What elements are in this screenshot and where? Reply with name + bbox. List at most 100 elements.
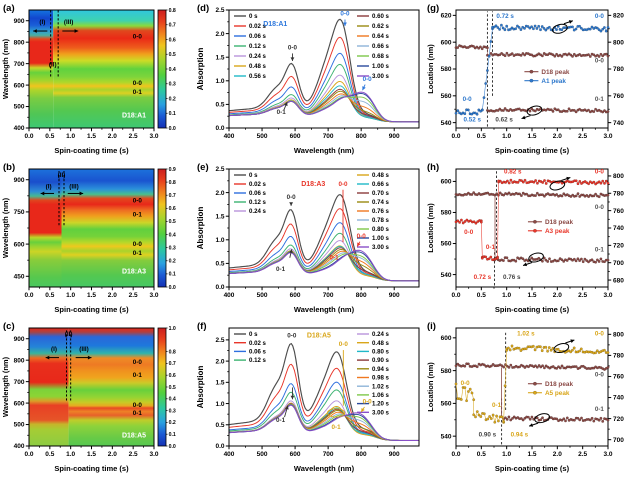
- arrow-head: [521, 115, 526, 120]
- legend-label: 1.06 s: [372, 392, 390, 399]
- series-D18-0-1: [485, 107, 610, 114]
- legend-label: 0.12 s: [249, 199, 267, 206]
- annotation-label: 0-1: [595, 246, 605, 253]
- annotation-label: 0-0: [464, 229, 474, 236]
- legend-label: 0.06 s: [249, 33, 267, 40]
- arrow-head: [357, 242, 361, 247]
- legend-label: A1 peak: [541, 78, 566, 85]
- x-tick-label: 700: [323, 133, 334, 140]
- arrow-head: [289, 202, 294, 206]
- legend-label: 0.48 s: [372, 172, 390, 179]
- curves: [229, 193, 419, 282]
- y-tick-label: 540: [441, 120, 452, 127]
- y-axis-label: Absorption: [196, 48, 205, 91]
- peak-label: 0-1: [133, 250, 143, 257]
- arrow-head: [570, 339, 575, 343]
- y-tick-label: 1.5: [215, 54, 224, 61]
- y-tick-label: 1.5: [215, 380, 224, 387]
- annotation: D18:A3: [301, 181, 325, 188]
- x-axis-label: Spin-coating time (s): [54, 146, 129, 155]
- stage-label: (II): [49, 62, 57, 69]
- y-tick-label: 0.5: [215, 261, 224, 268]
- y-tick-label: 740: [613, 395, 624, 402]
- y-axis: 450 600 750 900: [14, 177, 29, 280]
- peak-label: 0-0: [133, 359, 143, 366]
- y-axis-label: Location (nm): [426, 203, 435, 253]
- x-tick-label: 1.5: [87, 133, 96, 140]
- panel-letter: (a): [3, 3, 15, 14]
- annotation-label: 0.62 s: [495, 116, 513, 123]
- y-tick-label: 0.5: [215, 422, 224, 429]
- sample-label: D18:A3: [301, 181, 325, 188]
- legend-label: 1.02 s: [372, 383, 390, 390]
- y-tick-label: 620: [441, 13, 452, 20]
- curves: [229, 342, 419, 442]
- y-axis-label: Absorption: [196, 207, 205, 250]
- colorbar-tick-label: 0.3: [169, 408, 176, 414]
- panel-a: 0.0 0.5 1.0 1.5 2.0 2.5 3.0 Spin-coating time (…: [0, 0, 195, 159]
- x-tick-label: 600: [290, 133, 301, 140]
- colorbar-tick-label: 0.0: [169, 285, 176, 291]
- x-tick-label: 1.0: [66, 292, 75, 299]
- y-tick-label: 740: [613, 225, 624, 232]
- panel-f: 400 500 600 700 800 900 Wavelength (nm) 0.0 0.5 1…: [195, 318, 425, 478]
- peak-label: 0-0: [340, 11, 350, 18]
- curves: [229, 18, 419, 123]
- y-tick-label: 560: [441, 241, 452, 248]
- y-tick-label: 580: [441, 210, 452, 217]
- y-axis: 400 500 600 700 800 900: [14, 18, 29, 132]
- x-tick-label: 0.5: [477, 133, 486, 140]
- panel-c-chart: 0.0 0.5 1.0 1.5 2.0 2.5 3.0 Spin-coating time (…: [1, 321, 176, 473]
- annotation: D18:A5: [307, 332, 331, 339]
- legend-label: 0.12 s: [249, 357, 267, 364]
- series-3.00s: [229, 91, 419, 123]
- legend-label: 0.62 s: [372, 23, 390, 30]
- arrow-head: [45, 355, 50, 360]
- y-tick-label: 500: [14, 104, 25, 111]
- legend: D18 peak A5 peak: [527, 381, 573, 397]
- y-tick-label: 900: [14, 177, 25, 184]
- y-axis: 540 560 580 600: [441, 335, 456, 440]
- x-tick-label: 3.0: [603, 292, 612, 299]
- stage-label: (III): [79, 346, 88, 353]
- peak-label: 0-0: [357, 233, 367, 240]
- stage-label: (III): [69, 183, 78, 190]
- legend-label: 0.60 s: [372, 13, 390, 20]
- arrow-head: [290, 395, 295, 400]
- x-tick-label: 2.0: [553, 451, 562, 458]
- y-tick-label: 800: [613, 39, 624, 46]
- legend: D18 peak A3 peak: [527, 219, 573, 235]
- y-tick-label: 760: [613, 374, 624, 381]
- x-tick-label: 0.0: [24, 451, 33, 458]
- legend-label: 0.02 s: [249, 23, 267, 30]
- peak-label: 0-1: [133, 410, 143, 417]
- legend-label: 0.06 s: [249, 190, 267, 197]
- annotation-label: 0-0: [461, 380, 471, 387]
- sample-label: D18:A1: [122, 113, 146, 120]
- x-tick-label: 2.0: [553, 133, 562, 140]
- sample-label: D18:A1: [263, 21, 287, 28]
- legend-label: 0.90 s: [372, 357, 390, 364]
- peak-label: 0-1: [330, 255, 340, 262]
- colorbar-tick-label: 0.4: [169, 67, 176, 73]
- stage-label: (II): [58, 172, 66, 179]
- legend-label: 1.00 s: [372, 63, 390, 70]
- peak-label: 0-0: [363, 76, 373, 83]
- y-tick-label: 780: [613, 353, 624, 360]
- legend-label: 0.24 s: [249, 53, 267, 60]
- x-tick-label: 2.5: [578, 292, 587, 299]
- x-tick-label: 1.0: [66, 133, 75, 140]
- x-tick-label: 3.0: [603, 133, 612, 140]
- colorbar-tick-label: 0.2: [169, 259, 176, 265]
- series-A1-peak: [454, 23, 610, 116]
- panel-i: 0.0 0.5 1.0 1.5 2.0 2.5 3.0 Spin-coating time (…: [425, 318, 640, 478]
- panel-letter: (e): [197, 162, 209, 173]
- y-tick-label: 500: [14, 422, 25, 429]
- colorbar-tick-label: 0.7: [169, 23, 176, 29]
- axis-direction-indicator: [549, 176, 571, 191]
- x-tick-label: 1.0: [66, 451, 75, 458]
- x-axis-label: Spin-coating time (s): [54, 305, 129, 314]
- y-tick-label: 680: [613, 277, 624, 284]
- y-tick-label: 720: [613, 416, 624, 423]
- peak-label: 0-0: [133, 198, 143, 205]
